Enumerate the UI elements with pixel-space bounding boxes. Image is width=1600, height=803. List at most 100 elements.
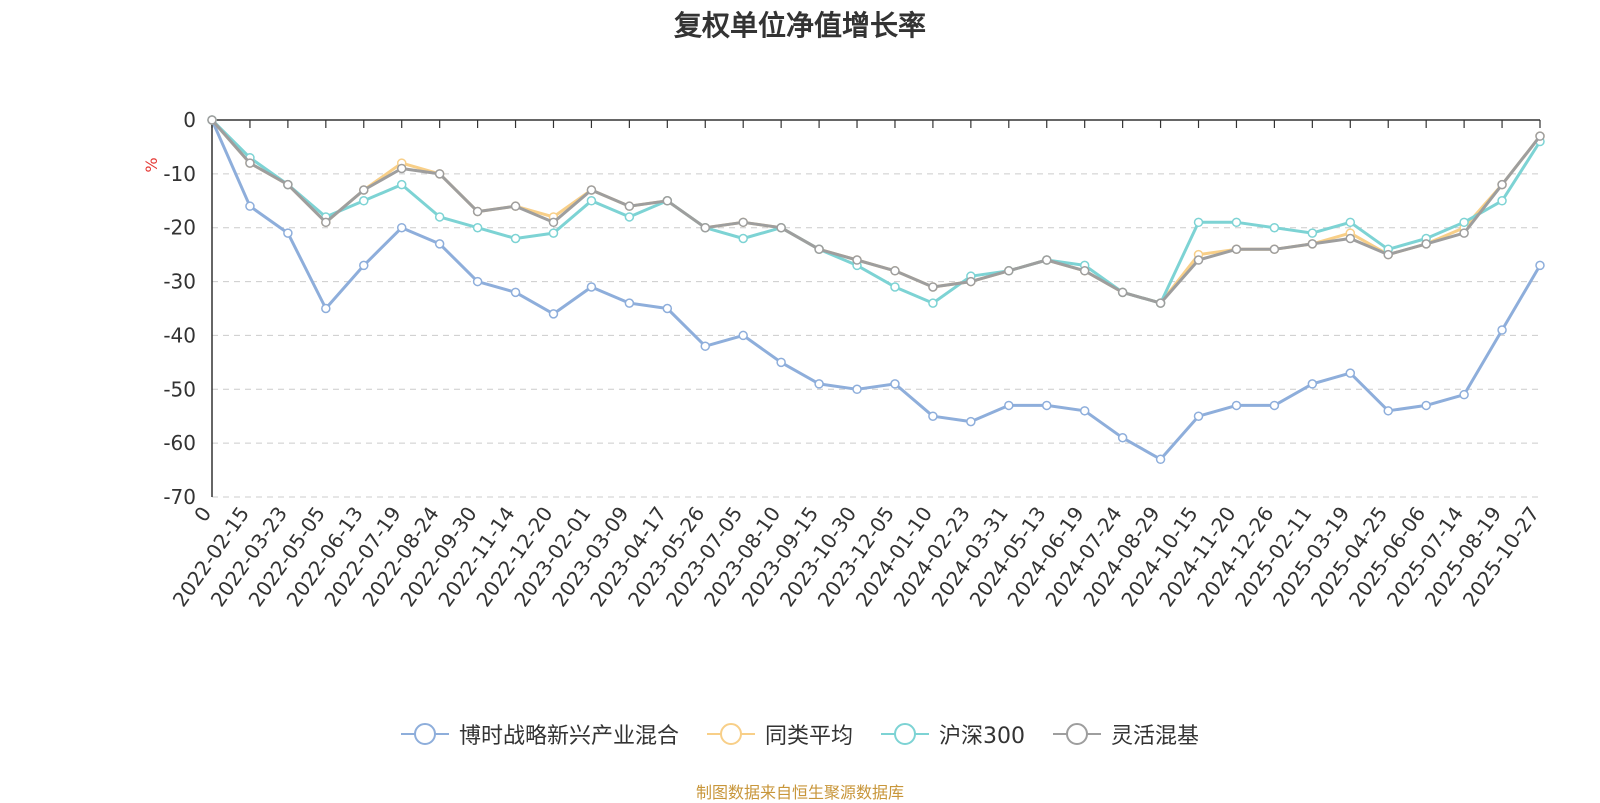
data-point (1497, 325, 1507, 335)
data-point (472, 206, 483, 217)
data-point (852, 255, 862, 265)
data-point (434, 239, 445, 249)
legend-swatch-icon-0 (400, 723, 449, 745)
data-point (472, 222, 483, 233)
y-axis-label: % (142, 157, 161, 172)
data-point (1497, 179, 1507, 190)
data-point (548, 228, 559, 238)
data-point (1041, 400, 1052, 411)
data-point (624, 212, 635, 222)
data-point (814, 379, 824, 389)
data-point (662, 303, 673, 314)
legend-item-series-1[interactable]: 同类平均 (706, 718, 853, 750)
data-point (510, 201, 521, 211)
data-point (966, 416, 976, 427)
data-point (1421, 400, 1431, 411)
data-point (472, 276, 483, 287)
data-point (1269, 400, 1280, 411)
data-point (1231, 244, 1242, 255)
data-point (890, 282, 900, 292)
data-point (1535, 131, 1545, 141)
data-point (359, 260, 369, 271)
data-point (586, 282, 597, 292)
legend-swatch-icon-2 (881, 723, 929, 745)
data-point (1307, 379, 1318, 389)
data-point (1193, 255, 1204, 265)
data-point (245, 201, 255, 211)
data-point (1383, 249, 1393, 260)
data-point (1231, 217, 1242, 228)
data-point (1004, 266, 1014, 276)
legend-label: 沪深300 (939, 724, 1025, 749)
data-point (1459, 389, 1469, 400)
data-point (624, 201, 635, 211)
data-point (586, 196, 597, 206)
data-point (1193, 411, 1204, 421)
y-tick-label: -50 (163, 377, 196, 401)
legend-label: 灵活混基 (1111, 724, 1200, 749)
data-point (928, 411, 938, 421)
data-point (1535, 260, 1545, 271)
data-point (928, 282, 938, 292)
data-point (245, 158, 255, 168)
data-point (738, 233, 748, 244)
data-point (776, 357, 786, 368)
legend-item-series-3[interactable]: 灵活混基 (1053, 718, 1199, 750)
data-point (321, 303, 331, 314)
data-point (396, 163, 407, 174)
y-tick-label: -40 (163, 323, 196, 347)
data-point (434, 169, 445, 179)
data-point (1079, 266, 1090, 276)
y-tick-label: 0 (183, 108, 196, 132)
legend-item-series-0[interactable]: 博时战略新兴产业混合 (400, 718, 679, 750)
y-tick-label: -10 (163, 162, 196, 186)
data-point (966, 276, 976, 287)
chart-title: 复权单位净值增长率 (673, 9, 926, 42)
data-point (700, 222, 711, 233)
data-point (1269, 222, 1280, 233)
data-point (396, 179, 407, 190)
y-tick-label: -70 (163, 485, 196, 509)
data-point (1155, 454, 1166, 465)
data-point (359, 196, 369, 206)
y-tick-label: -30 (163, 270, 196, 294)
data-point (1345, 233, 1356, 244)
data-point (1345, 217, 1356, 228)
data-point (890, 379, 900, 389)
data-point (1459, 228, 1469, 238)
legend-swatch-icon-1 (706, 723, 755, 745)
data-point (662, 196, 673, 206)
y-tick-label: -20 (163, 216, 196, 240)
data-point (359, 185, 369, 195)
data-point (1041, 255, 1052, 265)
data-point (1497, 196, 1507, 206)
series-line-2 (210, 118, 1542, 305)
data-point (510, 287, 521, 298)
data-point (1155, 298, 1166, 308)
chart-legend: 博时战略新兴产业混合 同类平均 沪深300 灵活混基 (0, 718, 1600, 750)
data-point (1079, 406, 1090, 416)
data-point (1383, 406, 1393, 416)
data-point (776, 222, 786, 233)
data-point (852, 384, 862, 395)
data-point (510, 233, 521, 244)
data-point (283, 228, 293, 238)
legend-label: 博时战略新兴产业混合 (458, 724, 679, 749)
legend-swatch-icon-3 (1053, 723, 1101, 745)
data-point (1231, 400, 1242, 411)
data-point (548, 309, 559, 319)
series-line-0 (210, 119, 1542, 461)
data-point (586, 185, 597, 195)
data-point (1117, 287, 1128, 298)
data-point (1421, 239, 1431, 249)
data-point (738, 217, 748, 228)
data-point (1117, 433, 1128, 443)
y-tick-label: -60 (163, 431, 196, 455)
data-point (624, 298, 635, 308)
data-point (1307, 228, 1318, 238)
legend-item-series-2[interactable]: 沪深300 (881, 718, 1025, 750)
data-point (1459, 217, 1469, 228)
data-point (928, 298, 938, 308)
data-point (396, 222, 407, 233)
data-point (1269, 244, 1280, 255)
